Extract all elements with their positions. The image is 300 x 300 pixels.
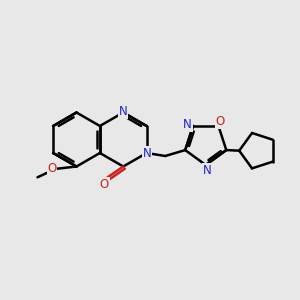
Text: N: N <box>183 118 192 131</box>
Text: O: O <box>215 115 225 128</box>
Text: N: N <box>119 105 128 119</box>
Text: O: O <box>100 178 109 191</box>
Text: O: O <box>47 162 56 176</box>
Text: N: N <box>203 164 212 177</box>
Text: N: N <box>143 146 152 160</box>
